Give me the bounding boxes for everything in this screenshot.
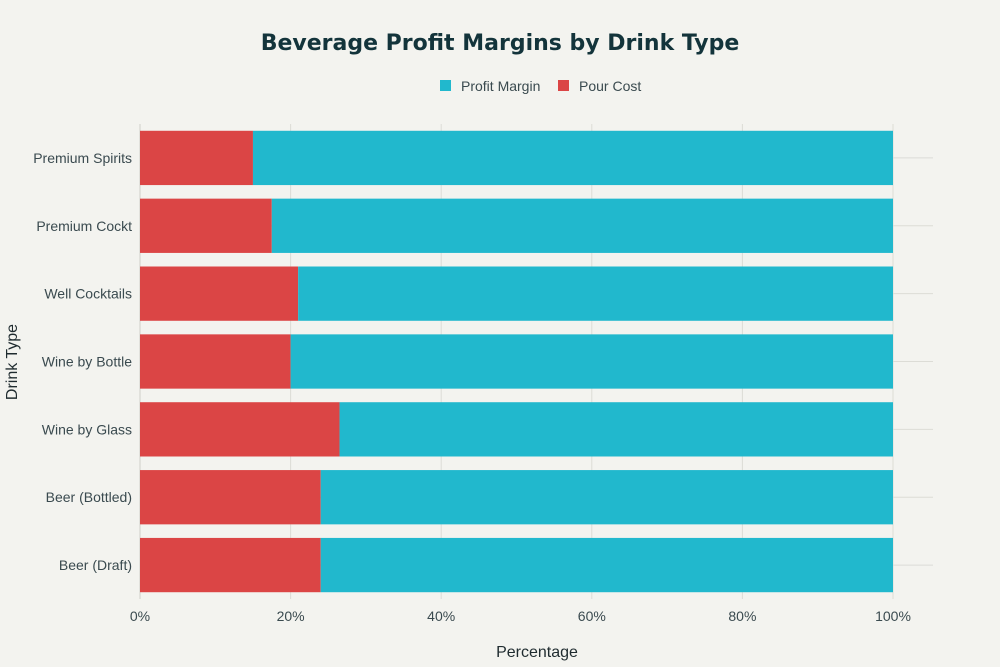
legend-item-pour-cost[interactable]: Pour Cost <box>558 78 641 94</box>
y-category-label: Beer (Bottled) <box>46 489 132 505</box>
bar-profit-margin <box>298 266 893 321</box>
legend-item-profit-margin[interactable]: Profit Margin <box>440 78 540 94</box>
x-tick-label: 40% <box>427 608 455 624</box>
bar-profit-margin <box>320 537 894 593</box>
y-axis-title: Drink Type <box>4 324 21 400</box>
bars <box>140 130 894 593</box>
bar-pour-cost <box>140 198 272 253</box>
bar-pour-cost <box>140 334 291 389</box>
x-tick-label: 0% <box>130 608 150 624</box>
y-category-label: Wine by Glass <box>42 421 132 437</box>
x-tick-label: 60% <box>578 608 606 624</box>
x-tick-label: 20% <box>277 608 305 624</box>
x-tick-label: 100% <box>875 608 911 624</box>
legend-swatch <box>558 80 569 91</box>
bar-profit-margin <box>252 130 893 186</box>
legend-label: Pour Cost <box>579 78 641 94</box>
bar-pour-cost <box>140 266 299 321</box>
y-category-label: Well Cocktails <box>44 286 132 302</box>
y-category-label: Wine by Bottle <box>42 354 132 370</box>
bar-profit-margin <box>271 198 893 253</box>
x-axis-ticks: 0% 20% 40% 60% 80% 100% <box>130 608 911 624</box>
bar-profit-margin <box>320 470 894 525</box>
y-axis-labels: Premium Spirits Premium Cockt Well Cocktai… <box>33 150 132 573</box>
y-category-label: Premium Spirits <box>33 150 132 166</box>
legend[interactable]: Profit Margin Pour Cost <box>440 78 641 94</box>
bar-profit-margin <box>339 402 893 457</box>
bar-pour-cost <box>140 537 321 593</box>
bar-pour-cost <box>140 130 253 186</box>
bar-pour-cost <box>140 470 321 525</box>
x-tick-label: 80% <box>728 608 756 624</box>
legend-swatch <box>440 80 451 91</box>
legend-label: Profit Margin <box>461 78 540 94</box>
x-axis-title: Percentage <box>496 644 578 661</box>
bar-profit-margin <box>290 334 894 389</box>
y-category-label: Beer (Draft) <box>59 557 132 573</box>
chart-title: Beverage Profit Margins by Drink Type <box>261 31 740 56</box>
bar-pour-cost <box>140 402 340 457</box>
y-category-label: Premium Cockt <box>36 218 132 234</box>
